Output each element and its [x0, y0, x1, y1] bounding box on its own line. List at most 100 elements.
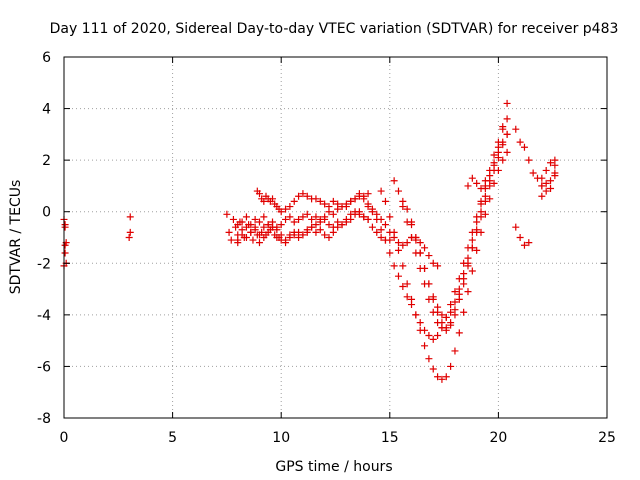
- data-point: [312, 221, 320, 229]
- data-point: [438, 319, 446, 327]
- data-point: [255, 231, 263, 239]
- data-point: [468, 236, 476, 244]
- data-point: [512, 125, 520, 133]
- data-point: [329, 210, 337, 218]
- data-point: [355, 208, 363, 216]
- data-point: [542, 166, 550, 174]
- y-tick-label: -8: [37, 411, 51, 427]
- data-point: [277, 221, 285, 229]
- data-point: [447, 301, 455, 309]
- data-point: [425, 252, 433, 260]
- data-point: [490, 151, 498, 159]
- data-point: [551, 161, 559, 169]
- data-point: [460, 308, 468, 316]
- data-point: [542, 187, 550, 195]
- data-point: [477, 185, 485, 193]
- data-point: [499, 156, 507, 164]
- data-point: [421, 342, 429, 350]
- data-point: [481, 197, 489, 205]
- data-point: [295, 215, 303, 223]
- data-point: [255, 239, 263, 247]
- data-point: [468, 174, 476, 182]
- data-point: [447, 362, 455, 370]
- data-point: [342, 218, 350, 226]
- data-point: [416, 249, 424, 257]
- data-point: [325, 203, 333, 211]
- data-point: [547, 185, 555, 193]
- data-point: [434, 308, 442, 316]
- data-point: [290, 218, 298, 226]
- data-point: [299, 213, 307, 221]
- data-point: [481, 177, 489, 185]
- data-point: [273, 226, 281, 234]
- y-tick-labels: -8 -6 -4 -2 0 2 4 6: [37, 50, 51, 427]
- data-point: [473, 179, 481, 187]
- data-point: [269, 223, 277, 231]
- data-point: [290, 197, 298, 205]
- x-tick-label: 10: [272, 430, 290, 446]
- data-point: [494, 138, 502, 146]
- x-tick-label: 5: [168, 430, 177, 446]
- data-point: [490, 166, 498, 174]
- data-point: [408, 295, 416, 303]
- data-point: [447, 319, 455, 327]
- y-tick-label: 6: [42, 50, 51, 66]
- data-point: [429, 335, 437, 343]
- data-point: [316, 197, 324, 205]
- data-point: [377, 226, 385, 234]
- data-point: [394, 246, 402, 254]
- data-point: [338, 221, 346, 229]
- data-point: [477, 200, 485, 208]
- data-point: [234, 221, 242, 229]
- data-point: [316, 218, 324, 226]
- data-point: [368, 205, 376, 213]
- y-tick-label: -6: [37, 359, 51, 375]
- y-tick-label: 4: [42, 102, 51, 118]
- data-point: [360, 192, 368, 200]
- data-point: [260, 223, 268, 231]
- data-point: [247, 221, 255, 229]
- data-point: [416, 319, 424, 327]
- data-point: [473, 218, 481, 226]
- data-point: [434, 262, 442, 270]
- data-point: [286, 213, 294, 221]
- axis-frame: [63, 56, 608, 419]
- data-point: [303, 210, 311, 218]
- data-point: [403, 239, 411, 247]
- data-point: [499, 125, 507, 133]
- data-point: [360, 213, 368, 221]
- data-point: [399, 282, 407, 290]
- data-point: [442, 313, 450, 321]
- data-point: [477, 213, 485, 221]
- data-point: [547, 177, 555, 185]
- data-point: [312, 213, 320, 221]
- data-point: [347, 215, 355, 223]
- data-point: [368, 223, 376, 231]
- data-point: [525, 239, 533, 247]
- data-point: [242, 213, 250, 221]
- data-point: [125, 234, 133, 241]
- y-axis-label: SDTVAR / TECUs: [8, 180, 24, 295]
- data-point: [394, 272, 402, 280]
- data-point: [312, 228, 320, 236]
- y-tick-label: 2: [42, 153, 51, 169]
- data-point: [451, 306, 459, 314]
- data-point: [516, 138, 524, 146]
- x-tick-label: 20: [489, 430, 507, 446]
- data-point: [442, 373, 450, 381]
- data-point: [264, 221, 272, 229]
- data-point: [403, 280, 411, 288]
- data-point: [451, 347, 459, 355]
- data-point: [249, 236, 257, 244]
- plot-border: [63, 56, 608, 419]
- data-point: [364, 215, 372, 223]
- data-point: [269, 195, 277, 203]
- data-point: [386, 213, 394, 221]
- data-point: [321, 215, 329, 223]
- data-point: [321, 200, 329, 208]
- data-point: [347, 197, 355, 205]
- data-point: [329, 228, 337, 236]
- data-point: [434, 331, 442, 339]
- data-point: [364, 200, 372, 208]
- data-point: [425, 280, 433, 288]
